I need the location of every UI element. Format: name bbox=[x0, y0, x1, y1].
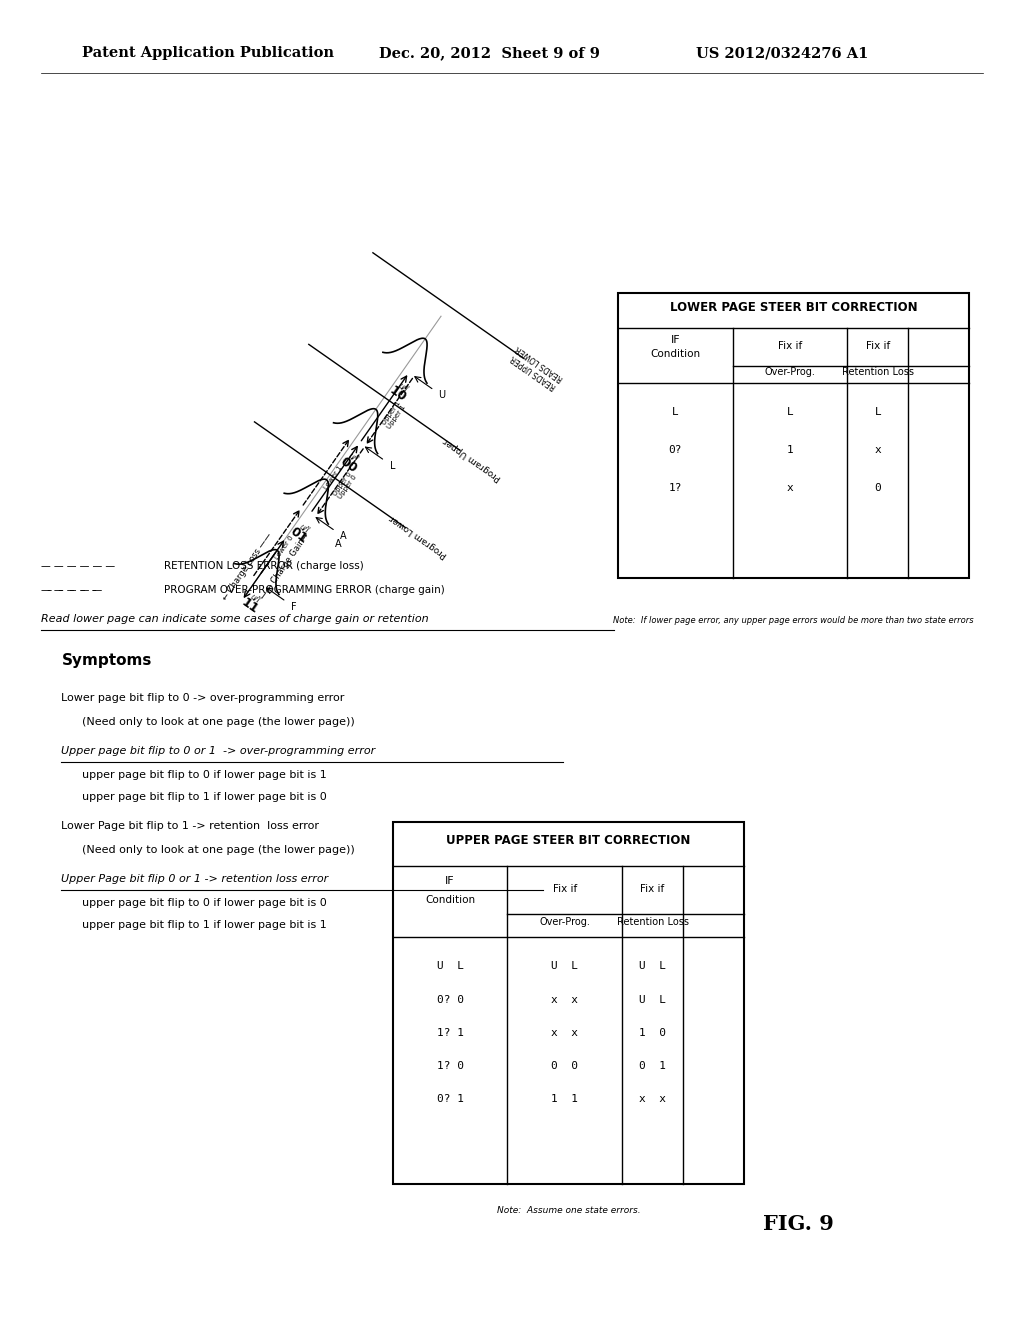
Text: — — — — —: — — — — — bbox=[41, 585, 102, 595]
Text: x: x bbox=[786, 483, 794, 492]
Text: Upper 0: Upper 0 bbox=[337, 474, 358, 500]
Text: 1  1: 1 1 bbox=[551, 1094, 579, 1105]
Text: Over-Prog.: Over-Prog. bbox=[540, 917, 590, 927]
Text: u/l: u/l bbox=[396, 380, 410, 393]
Text: (Need only to look at one page (the lower page)): (Need only to look at one page (the lowe… bbox=[82, 845, 354, 855]
Text: Upper Page bit flip 0 or 1 -> retention loss error: Upper Page bit flip 0 or 1 -> retention … bbox=[61, 874, 329, 884]
Text: Lower 0: Lower 0 bbox=[274, 535, 295, 561]
Text: US 2012/0324276 A1: US 2012/0324276 A1 bbox=[696, 46, 868, 61]
Text: Note:  Assume one state errors.: Note: Assume one state errors. bbox=[497, 1206, 640, 1216]
Text: 1  0: 1 0 bbox=[639, 1028, 666, 1038]
Text: Fix if: Fix if bbox=[553, 883, 577, 894]
Text: FIG. 9: FIG. 9 bbox=[763, 1214, 835, 1234]
Text: Dec. 20, 2012  Sheet 9 of 9: Dec. 20, 2012 Sheet 9 of 9 bbox=[379, 46, 600, 61]
Text: Upper page bit flip to 0 or 1  -> over-programming error: Upper page bit flip to 0 or 1 -> over-pr… bbox=[61, 746, 376, 756]
Text: 10: 10 bbox=[387, 384, 409, 405]
Text: upper page bit flip to 1 if lower page bit is 1: upper page bit flip to 1 if lower page b… bbox=[82, 920, 327, 931]
Text: U  L: U L bbox=[639, 994, 666, 1005]
Text: 0: 0 bbox=[874, 483, 882, 492]
Text: L: L bbox=[786, 408, 794, 417]
Text: F: F bbox=[291, 602, 297, 612]
Text: 0? 0: 0? 0 bbox=[436, 994, 464, 1005]
Text: 1? 1: 1? 1 bbox=[436, 1028, 464, 1038]
Text: Fix if: Fix if bbox=[640, 883, 665, 894]
Text: Patent Application Publication: Patent Application Publication bbox=[82, 46, 334, 61]
Text: Lower 1: Lower 1 bbox=[324, 465, 344, 491]
Text: Fix if: Fix if bbox=[778, 341, 802, 351]
Text: L: L bbox=[390, 461, 395, 471]
Text: U  L: U L bbox=[551, 961, 579, 972]
Text: 0  1: 0 1 bbox=[639, 1061, 666, 1071]
Text: 0  0: 0 0 bbox=[551, 1061, 579, 1071]
Text: —— Charge Gain→: —— Charge Gain→ bbox=[258, 532, 310, 602]
Text: Program Upper: Program Upper bbox=[441, 436, 503, 482]
Text: Note:  If lower page error, any upper page errors would be more than two state e: Note: If lower page error, any upper pag… bbox=[613, 615, 974, 624]
Text: U  L: U L bbox=[436, 961, 464, 972]
Text: upper page bit flip to 0 if lower page bit is 1: upper page bit flip to 0 if lower page b… bbox=[82, 770, 327, 780]
Text: Condition: Condition bbox=[425, 895, 475, 904]
Text: 1? 0: 1? 0 bbox=[436, 1061, 464, 1071]
Text: A: A bbox=[335, 539, 341, 549]
Text: Symptoms: Symptoms bbox=[61, 653, 152, 668]
Text: Condition: Condition bbox=[650, 350, 700, 359]
Text: LOWER PAGE STEER BIT CORRECTION: LOWER PAGE STEER BIT CORRECTION bbox=[670, 301, 918, 314]
Text: IF: IF bbox=[445, 876, 455, 886]
Text: 1: 1 bbox=[786, 445, 794, 455]
Text: u/l: u/l bbox=[248, 591, 261, 605]
Text: L: L bbox=[672, 408, 679, 417]
Text: Fix if: Fix if bbox=[865, 341, 890, 351]
Text: u/l: u/l bbox=[347, 451, 359, 463]
Text: u/l: u/l bbox=[298, 521, 310, 535]
Text: 11: 11 bbox=[239, 595, 260, 616]
Text: Program Lower: Program Lower bbox=[388, 513, 449, 560]
Text: Over-Prog.: Over-Prog. bbox=[765, 367, 815, 376]
Text: x  x: x x bbox=[551, 994, 579, 1005]
Text: RETENTION LOSS ERROR (charge loss): RETENTION LOSS ERROR (charge loss) bbox=[164, 561, 364, 572]
Text: 0? 1: 0? 1 bbox=[436, 1094, 464, 1105]
Text: 0?: 0? bbox=[669, 445, 682, 455]
Text: IF: IF bbox=[671, 335, 680, 345]
Text: L: L bbox=[874, 408, 882, 417]
Text: Upper 1: Upper 1 bbox=[386, 404, 408, 430]
Text: –  –  –  –  –: – – – – – bbox=[41, 585, 96, 595]
Text: upper page bit flip to 1 if lower page bit is 0: upper page bit flip to 1 if lower page b… bbox=[82, 792, 327, 803]
Text: x  x: x x bbox=[639, 1094, 666, 1105]
Text: x: x bbox=[874, 445, 882, 455]
Text: 00: 00 bbox=[337, 454, 359, 475]
Text: Retention Loss: Retention Loss bbox=[842, 367, 913, 376]
Text: — — — — — —: — — — — — — bbox=[41, 561, 115, 572]
Text: Upper 1: Upper 1 bbox=[382, 400, 402, 426]
Text: A: A bbox=[340, 532, 346, 541]
Text: Lower page bit flip to 0 -> over-programming error: Lower page bit flip to 0 -> over-program… bbox=[61, 693, 345, 704]
Text: Read lower page can indicate some cases of charge gain or retention: Read lower page can indicate some cases … bbox=[41, 614, 429, 624]
Text: 01: 01 bbox=[288, 525, 309, 545]
Text: U: U bbox=[438, 391, 445, 400]
Text: upper page bit flip to 0 if lower page bit is 0: upper page bit flip to 0 if lower page b… bbox=[82, 898, 327, 908]
Text: READS UPPER
READS LOWER: READS UPPER READS LOWER bbox=[508, 343, 565, 391]
Text: Retention Loss: Retention Loss bbox=[616, 917, 688, 927]
Text: U  L: U L bbox=[639, 961, 666, 972]
Text: (Need only to look at one page (the lower page)): (Need only to look at one page (the lowe… bbox=[82, 717, 354, 727]
Text: Lower Page bit flip to 1 -> retention  loss error: Lower Page bit flip to 1 -> retention lo… bbox=[61, 821, 319, 832]
Text: 1?: 1? bbox=[669, 483, 682, 492]
Text: x  x: x x bbox=[551, 1028, 579, 1038]
Text: UPPER PAGE STEER BIT CORRECTION: UPPER PAGE STEER BIT CORRECTION bbox=[446, 834, 690, 847]
Text: ← Charge Loss ——: ← Charge Loss —— bbox=[220, 531, 273, 602]
Text: Upper 0: Upper 0 bbox=[332, 470, 353, 496]
Text: PROGRAM OVER-PROGRAMMING ERROR (charge gain): PROGRAM OVER-PROGRAMMING ERROR (charge g… bbox=[164, 585, 444, 595]
